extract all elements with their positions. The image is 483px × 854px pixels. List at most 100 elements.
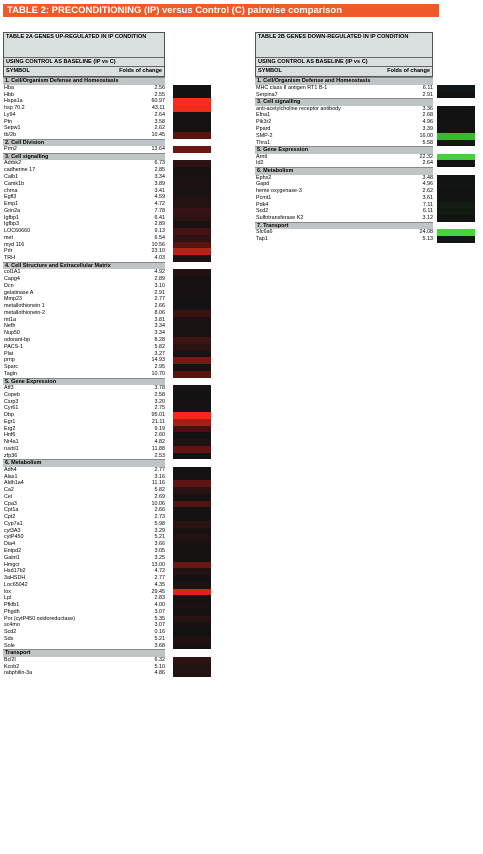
table-row: ruvbl1 11.88	[3, 445, 211, 453]
table-2b-baseline: USING CONTROL AS BASELINE (IP vs C)	[256, 57, 432, 66]
fold-change-value: 4.96	[422, 119, 434, 126]
heatmap-cell	[173, 629, 211, 636]
table-row: Prlr 23.10	[3, 248, 211, 256]
gene-symbol: Mmp23	[4, 296, 22, 303]
heatmap-cell	[173, 541, 211, 548]
fold-change-value: 8.28	[154, 337, 166, 343]
gene-symbol: Prlr	[4, 248, 13, 255]
table-row: Scd2 0.16	[3, 629, 211, 636]
table-row: Adh4 2.77	[3, 466, 211, 474]
fold-change-value: 8.06	[154, 309, 166, 316]
fold-change-value: 2.66	[154, 303, 166, 310]
gene-symbol: Pfkfb1	[4, 602, 20, 609]
heatmap-cell	[173, 276, 211, 283]
table-row: heme oxygenase-3 2.62	[255, 188, 475, 195]
fold-change-value: 6.11	[422, 84, 433, 91]
gene-symbol: Dbp	[4, 412, 14, 419]
fold-change-value: 5.10	[154, 663, 166, 670]
heatmap-cell	[173, 405, 211, 413]
table-row: Capg4 2.89	[3, 276, 211, 283]
table-row: Nr4a1 4.82	[3, 439, 211, 446]
fold-column-header: Folds of change	[387, 68, 430, 75]
fold-change-value: 14.93	[151, 357, 166, 364]
gene-symbol: cadherine 17	[4, 167, 36, 174]
fold-change-value: 10.70	[151, 370, 166, 377]
fold-change-value: 2.62	[154, 125, 166, 132]
gene-symbol: Cpa3	[4, 500, 17, 507]
heatmap-cell	[173, 418, 211, 426]
gene-symbol: Copeb	[4, 391, 20, 398]
fold-change-value: 9.13	[154, 228, 166, 235]
table-row: Tap1 5.13	[255, 236, 475, 243]
table-2b-header: TABLE 2B GENES DOWN-REGULATED IN IP COND…	[255, 32, 433, 78]
heatmap-cell	[437, 119, 475, 127]
fold-change-value: 29.45	[151, 588, 166, 595]
fold-change-value: 43.11	[151, 105, 165, 112]
table-row: Hnf6 2.60	[3, 432, 211, 440]
heatmap-cell	[173, 207, 211, 215]
gene-symbol: Ephx2	[256, 174, 272, 181]
fold-change-value: 4.92	[154, 269, 166, 276]
heatmap-cell	[173, 160, 211, 168]
gene-symbol: Tagln	[4, 370, 17, 377]
gene-symbol: Emp1	[4, 201, 19, 208]
fold-change-value: 3.81	[154, 316, 166, 323]
fold-change-value: 3.27	[154, 350, 166, 357]
table-row: Por (cytP450 oxidoreductase) 5.35	[3, 615, 211, 623]
fold-change-value: 3.12	[422, 215, 434, 222]
fold-change-value: 6.54	[154, 234, 166, 241]
fold-change-value: 5.82	[154, 487, 166, 494]
heatmap-cell	[173, 364, 211, 371]
heatmap-cell	[173, 269, 211, 277]
heatmap-cell	[173, 581, 211, 589]
table-row: Nup50 3.34	[3, 330, 211, 337]
table-row: metallothionein 1 2.66	[3, 303, 211, 310]
fold-change-value: 13.64	[151, 146, 166, 153]
heatmap-cell	[173, 615, 211, 623]
table-row: Pcmt1 3.61	[255, 194, 475, 202]
table-row: Emp1 4.72	[3, 201, 211, 208]
gene-symbol: Sepw1	[4, 125, 21, 132]
table-row: Ly94 2.64	[3, 111, 211, 119]
heatmap-cell	[173, 255, 211, 262]
table-row: SMP-2 16.00	[255, 132, 475, 140]
table-row: Sepw1 2.62	[3, 125, 211, 133]
fold-change-value: 2.77	[154, 575, 166, 582]
fold-change-value: 3.36	[422, 105, 434, 112]
table-row: prnp 14.93	[3, 357, 211, 365]
gene-symbol: Adh4	[4, 466, 17, 473]
gene-symbol: Igfbp3	[4, 221, 19, 228]
heatmap-cell	[437, 91, 475, 99]
fold-change-value: 10.56	[151, 241, 166, 248]
heatmap-cell	[437, 132, 475, 140]
fold-change-value: 23.10	[151, 248, 166, 255]
heatmap-cell	[173, 228, 211, 235]
table-row: cytP450 5.21	[3, 534, 211, 542]
heatmap-cell	[173, 425, 211, 433]
heatmap-cell	[173, 201, 211, 208]
fold-change-value: 11.16	[151, 480, 165, 487]
gene-symbol: Sds	[4, 635, 14, 642]
heatmap-cell	[437, 229, 475, 237]
heatmap-cell	[173, 439, 211, 446]
heatmap-cell	[173, 480, 211, 488]
gene-symbol: Pdk4	[256, 201, 269, 208]
table-row: Copeb 2.58	[3, 391, 211, 399]
heatmap-cell	[173, 187, 211, 195]
table-row: Sds 5.21	[3, 635, 211, 643]
gene-symbol: col1A1	[4, 269, 21, 276]
gene-symbol: Alas1	[4, 473, 18, 480]
heatmap-cell	[437, 84, 475, 92]
fold-change-value: 3.34	[154, 174, 166, 180]
section-header: 6. Metabolism	[3, 459, 165, 467]
table-row: Dbp 95.01	[3, 412, 211, 419]
heatmap-cell	[173, 575, 211, 582]
gene-symbol: Erg2	[4, 425, 16, 432]
fold-change-value: 5.13	[422, 236, 434, 243]
table-row: myd 116 10.56	[3, 241, 211, 249]
fold-change-value: 4.96	[422, 181, 434, 188]
fold-change-value: 3.07	[154, 608, 166, 615]
fold-change-value: 2.62	[422, 188, 434, 195]
section-header: 7. Transport	[255, 221, 433, 230]
gene-symbol: Dia4	[4, 541, 16, 548]
